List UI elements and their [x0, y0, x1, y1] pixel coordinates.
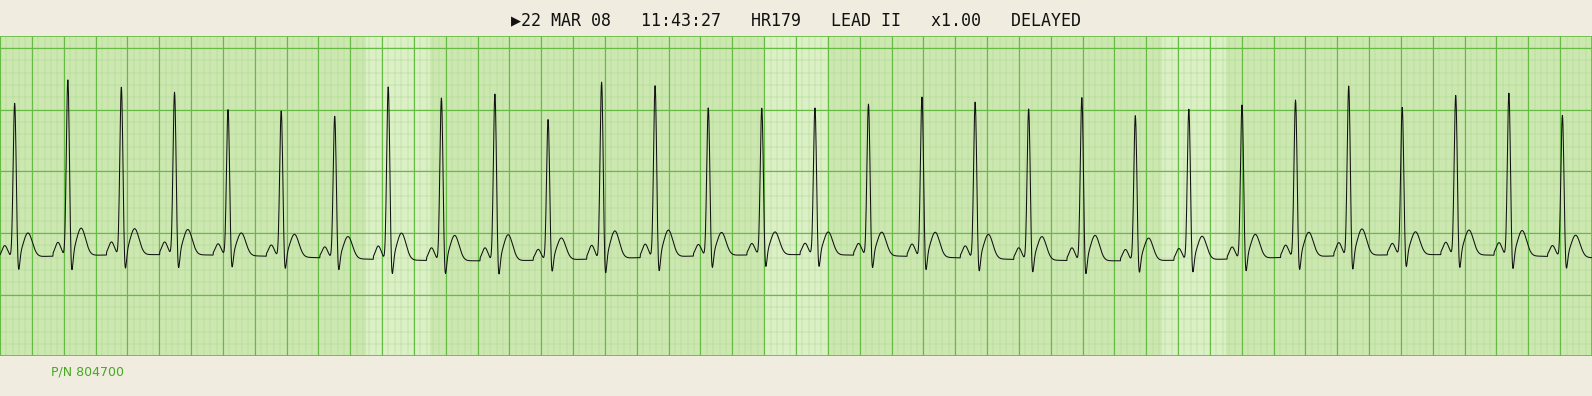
Bar: [764, 36, 828, 356]
Text: ▶22 MAR 08   11:43:27   HR179   LEAD II   x1.00   DELAYED: ▶22 MAR 08 11:43:27 HR179 LEAD II x1.00 …: [511, 11, 1081, 30]
Bar: [1162, 36, 1226, 356]
Bar: [366, 36, 430, 356]
Text: P/N 804700: P/N 804700: [51, 366, 124, 379]
